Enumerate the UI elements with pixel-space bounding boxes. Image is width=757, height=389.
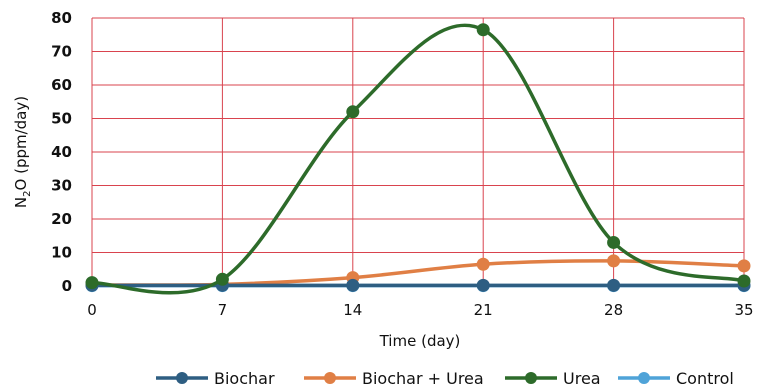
series-0 <box>85 278 751 292</box>
y-axis-title-suffix: O (ppm/day) <box>12 96 30 191</box>
data-point <box>737 274 751 288</box>
y-tick-label: 30 <box>51 177 72 195</box>
legend-swatch-marker <box>324 372 336 384</box>
legend-item: Biochar + Urea <box>304 369 484 388</box>
data-point <box>607 254 621 268</box>
data-point <box>346 278 360 292</box>
y-tick-label: 10 <box>51 244 72 262</box>
legend-item: Control <box>618 369 734 388</box>
legend-label: Biochar <box>214 369 275 388</box>
y-axis-title-prefix: N <box>12 197 30 208</box>
y-tick-label: 0 <box>62 277 72 295</box>
data-point <box>215 272 229 286</box>
y-tick-label: 20 <box>51 210 72 228</box>
y-axis-title: N2O (ppm/day) <box>12 96 33 208</box>
y-axis-title-subscript: 2 <box>22 190 33 196</box>
legend: Biochar Biochar + Urea Urea Control <box>156 369 734 388</box>
x-tick-label: 21 <box>474 301 493 319</box>
data-point <box>85 276 99 290</box>
data-point <box>476 23 490 37</box>
x-tick-label: 14 <box>343 301 362 319</box>
grid <box>91 17 745 287</box>
data-point <box>476 278 490 292</box>
y-tick-label: 70 <box>51 43 72 61</box>
legend-label: Control <box>676 369 734 388</box>
y-tick-label: 80 <box>51 9 72 27</box>
x-tick-label: 28 <box>604 301 623 319</box>
legend-swatch-marker <box>176 372 188 384</box>
x-tick-label: 35 <box>734 301 753 319</box>
data-point <box>737 259 751 273</box>
series-lines <box>85 23 751 295</box>
legend-swatch-marker <box>525 372 537 384</box>
legend-label: Biochar + Urea <box>362 369 484 388</box>
data-point <box>346 105 360 119</box>
x-tick-label: 7 <box>218 301 228 319</box>
legend-label: Urea <box>563 369 601 388</box>
x-axis-ticks: 0 7 14 21 28 35 <box>87 301 753 319</box>
x-tick-label: 0 <box>87 301 97 319</box>
y-tick-label: 50 <box>51 110 72 128</box>
data-point <box>607 278 621 292</box>
y-tick-label: 60 <box>51 76 72 94</box>
y-axis-ticks: 0 10 20 30 40 50 60 70 80 <box>51 9 72 295</box>
x-axis-title: Time (day) <box>379 332 461 350</box>
data-point <box>476 257 490 271</box>
legend-swatch-marker <box>638 372 650 384</box>
legend-item: Urea <box>505 369 601 388</box>
data-point <box>607 235 621 249</box>
y-tick-label: 40 <box>51 143 72 161</box>
series-2 <box>85 23 751 295</box>
legend-item: Biochar <box>156 369 275 388</box>
